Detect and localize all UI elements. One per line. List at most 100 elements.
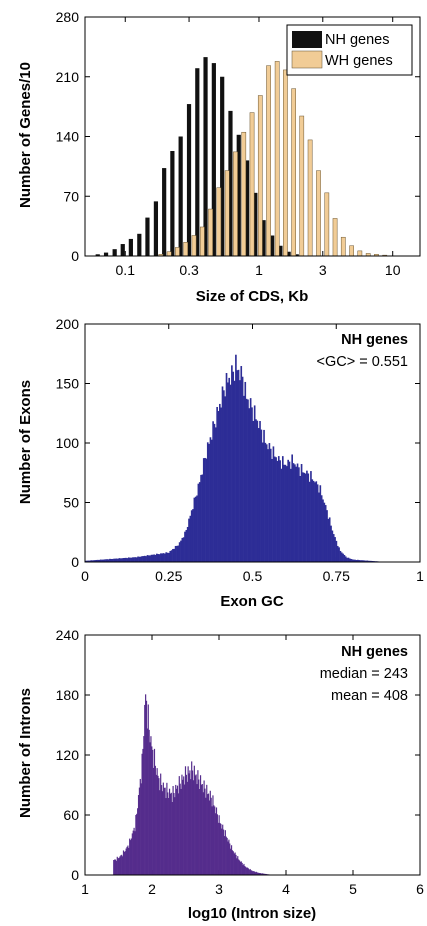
p2-ytick-label: 0 (71, 554, 79, 570)
p2-bar (109, 558, 111, 562)
p2-bar (139, 556, 142, 562)
p3-bar (134, 831, 136, 875)
p2-bar (298, 467, 300, 562)
p1-bar-wh (233, 151, 238, 257)
p2-bar (369, 560, 371, 562)
p3-bar (144, 704, 146, 875)
p2-bar (209, 437, 212, 562)
p3-bar (260, 873, 262, 875)
p3-bar (121, 854, 123, 875)
p2-bar (141, 556, 143, 562)
p3-xtick-label: 3 (215, 881, 223, 897)
p2-bar (202, 458, 205, 562)
p3-bar (232, 851, 234, 875)
p3-bar (117, 858, 119, 875)
p1-bar-nh (145, 217, 150, 256)
p2-bar (153, 554, 155, 562)
p2-bar (121, 558, 123, 562)
p3-bar (138, 787, 141, 875)
p2-bar (344, 556, 347, 562)
p2-bar (310, 471, 312, 562)
p2-bar (277, 456, 280, 562)
p2-bar (164, 553, 166, 562)
p2-bar (264, 442, 267, 562)
p2-bar (94, 560, 97, 562)
p3-bar (145, 694, 147, 875)
p1-bar-nh (211, 63, 216, 256)
p3-bar (195, 774, 197, 875)
p3-bar (172, 786, 174, 875)
p1-xtick-label: 0.3 (179, 262, 199, 278)
p2-bar (263, 429, 265, 562)
p2-bar (182, 537, 185, 562)
p1-bar-nh (294, 254, 299, 256)
p3-bar (163, 787, 165, 875)
p2-bar (335, 540, 338, 562)
p3-bar (256, 872, 258, 875)
p3-bar (264, 873, 266, 875)
p2-bar (286, 466, 288, 562)
p3-bar (246, 867, 248, 875)
p2-bar (267, 449, 269, 562)
p3-bar (242, 865, 244, 875)
p2-bar (233, 380, 236, 562)
p2-bar (327, 518, 330, 562)
p3-bar (175, 784, 177, 875)
p2-bar (156, 553, 158, 562)
p3-bar (168, 797, 170, 875)
p2-bar (291, 454, 293, 562)
p3-bar (131, 833, 133, 875)
p2-bar (174, 545, 177, 562)
p3-bar (178, 776, 180, 875)
p1-bar-wh (166, 251, 172, 257)
p3-bar (179, 783, 181, 875)
p3-bar (153, 767, 155, 875)
p2-bar (354, 559, 356, 562)
p3-bar (155, 774, 157, 875)
p2-bar (353, 559, 355, 562)
p3-bar (139, 778, 141, 875)
p1-bar-wh (324, 192, 330, 257)
p2-bar (330, 525, 332, 562)
p3-bar (204, 788, 206, 875)
p3-bar (156, 768, 158, 875)
p2-bar (243, 395, 245, 562)
p3-bar (129, 838, 131, 875)
p3-bar (199, 775, 202, 875)
p3-bar (157, 775, 159, 875)
p2-xtick-label: 0 (81, 568, 89, 584)
p3-bar (189, 770, 191, 875)
p1-xtick-label: 3 (319, 262, 327, 278)
p2-bar (273, 456, 276, 562)
p3-bar (203, 780, 205, 875)
p1-bar-wh (307, 139, 313, 257)
p2-bar (269, 448, 272, 562)
p3-bar (253, 871, 256, 875)
p2-bar (181, 537, 184, 562)
p3-bar (168, 788, 171, 875)
p2-bar (299, 475, 302, 562)
p3-bar (257, 872, 259, 875)
p2-bar (338, 547, 340, 562)
p3-bar (121, 856, 124, 875)
p3-bar (192, 780, 195, 875)
p3-bar (119, 856, 121, 875)
p3-bar (187, 766, 189, 875)
p3-bar (177, 793, 179, 875)
p1-bar-wh (199, 226, 205, 257)
p1-bar-nh (162, 168, 167, 256)
p2-yticks: 0 50 100 150 200 (56, 316, 420, 570)
p2-bar (224, 396, 226, 562)
p2-bar (363, 560, 366, 562)
p3-bar (229, 843, 231, 875)
p2-bar (359, 560, 362, 562)
p2-bar (302, 472, 304, 562)
p1-bar-wh (299, 115, 305, 257)
p3-bar (170, 792, 172, 875)
p2-xticks: 0 0.25 0.5 0.75 1 (81, 324, 424, 584)
p3-bar (206, 784, 208, 875)
p2-bar (323, 502, 326, 562)
p3-bar (200, 784, 203, 875)
p1-bar-nh (270, 235, 275, 256)
p3-anno-median: median = 243 (320, 666, 408, 682)
